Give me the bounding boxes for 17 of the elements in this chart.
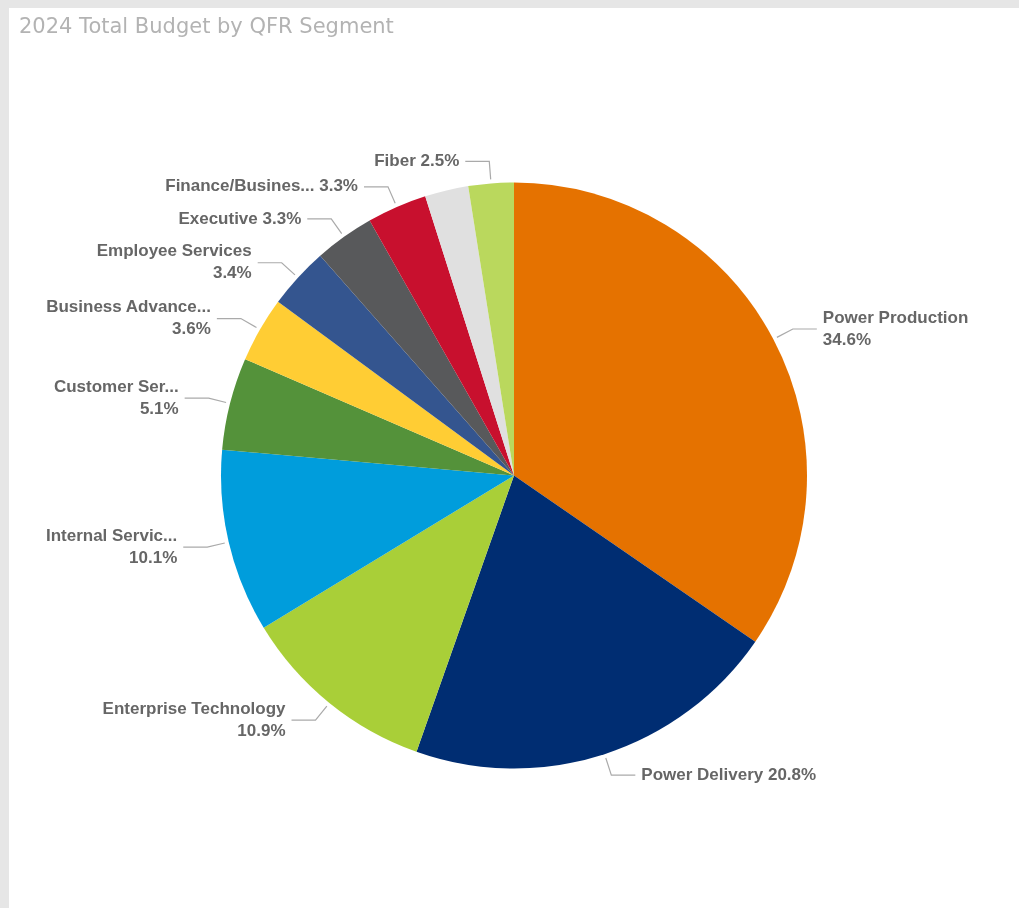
- slice-label: Fiber 2.5%: [374, 151, 460, 171]
- data-label: 3.4%: [212, 263, 252, 283]
- slice-label: Executive 3.3%: [178, 208, 302, 228]
- slice-label: Power Delivery 20.8%: [641, 764, 817, 784]
- slice-label: Business Advance...: [46, 297, 211, 317]
- data-label: 3.6%: [172, 319, 211, 339]
- data-label: 10.1%: [129, 547, 178, 567]
- slice-label: Finance/Busines... 3.3%: [165, 176, 358, 196]
- slice-label: Employee Services: [96, 241, 252, 261]
- slice-label: Customer Ser...: [53, 376, 179, 396]
- slice-label: Enterprise Technology: [102, 698, 287, 718]
- slice-label: Internal Servic...: [45, 525, 178, 545]
- chart-title: 2024 Total Budget by QFR Segment: [19, 14, 394, 38]
- data-label: 10.9%: [237, 720, 286, 740]
- slice-label: Power Production: [822, 307, 969, 327]
- data-label: 34.6%: [822, 329, 872, 349]
- data-label: 5.1%: [139, 398, 179, 418]
